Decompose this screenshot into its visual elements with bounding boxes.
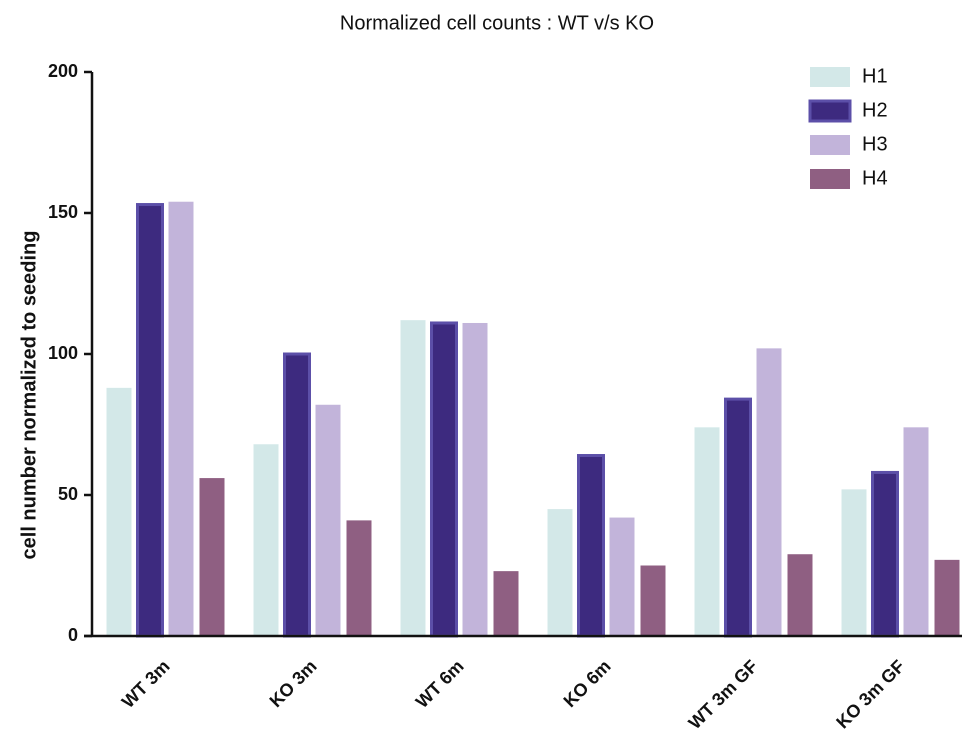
legend-label: H4 — [862, 167, 888, 189]
legend-label: H3 — [862, 133, 888, 155]
bar — [871, 470, 899, 638]
legend-swatch — [808, 99, 852, 123]
x-tick-label: KO 3m GF — [832, 656, 908, 732]
legend-label: H1 — [862, 65, 888, 87]
bar — [430, 321, 458, 638]
bar — [787, 554, 813, 636]
chart-title: Normalized cell counts : WT v/s KO — [340, 12, 654, 34]
y-tick-label: 100 — [48, 343, 78, 363]
bar — [724, 397, 752, 638]
bar — [199, 478, 225, 636]
x-tick-label: KO 6m — [560, 656, 615, 711]
bar — [577, 454, 605, 638]
bar — [168, 201, 194, 636]
x-tick-label: WT 3m — [118, 656, 174, 712]
x-tick-label: KO 3m — [266, 656, 321, 711]
x-tick-label: WT 6m — [412, 656, 468, 712]
bar — [694, 427, 720, 636]
legend-label: H2 — [862, 99, 888, 121]
bar — [346, 520, 372, 636]
bar — [609, 517, 635, 636]
y-tick-label: 0 — [68, 625, 78, 645]
bar — [462, 322, 488, 636]
bar — [841, 489, 867, 636]
y-tick-label: 150 — [48, 202, 78, 222]
y-tick-label: 200 — [48, 61, 78, 81]
bar — [903, 427, 929, 636]
x-tick-label: WT 3m GF — [685, 656, 762, 733]
y-tick-label: 50 — [58, 484, 78, 504]
bar — [756, 348, 782, 636]
legend-swatch — [810, 67, 850, 87]
bar — [106, 387, 132, 636]
bar — [136, 203, 164, 638]
bar — [283, 352, 311, 638]
y-axis-label: cell number normalized to seeding — [18, 231, 40, 560]
bar — [547, 509, 573, 636]
legend-swatch — [810, 169, 850, 189]
legend-swatch — [810, 135, 850, 155]
bar — [493, 571, 519, 636]
bar — [640, 565, 666, 636]
bar — [253, 444, 279, 636]
bar — [400, 320, 426, 636]
bar — [315, 404, 341, 636]
bar — [934, 559, 960, 636]
